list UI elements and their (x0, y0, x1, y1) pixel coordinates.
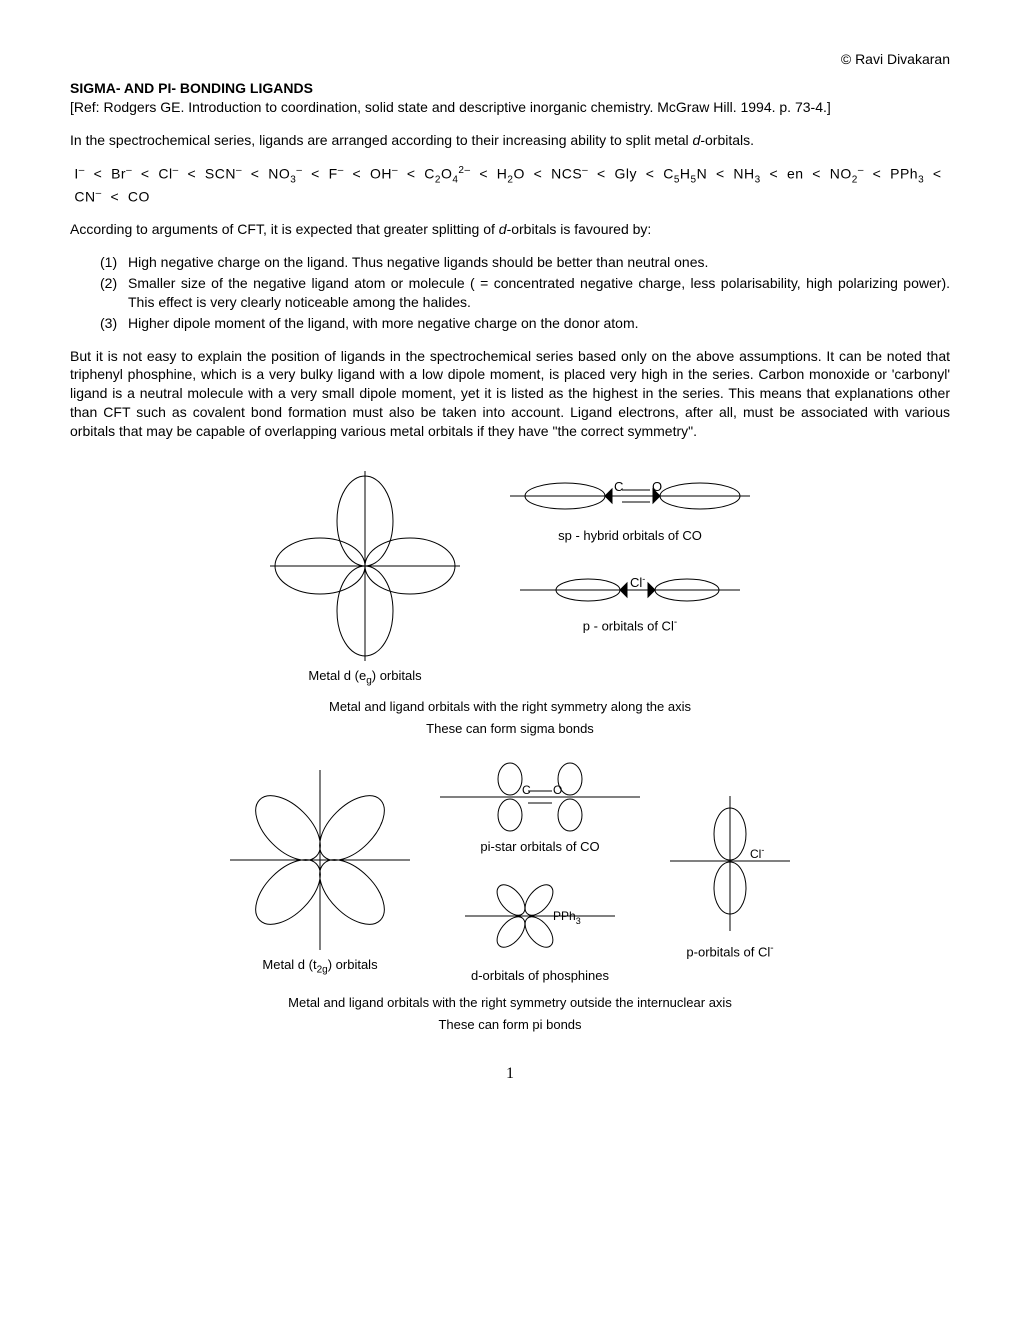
metal-t2g-orbital: Metal d (t2g) orbitals (230, 770, 410, 977)
pi-caption-2: These can form pi bonds (70, 1016, 950, 1034)
spectrochemical-series: I– < Br– < Cl– < SCN– < NO3– < F– < OH– … (70, 164, 950, 207)
metal-eg-orbital: Metal d (eg) orbitals (270, 471, 460, 688)
intro-text-c: -orbitals. (700, 132, 754, 148)
t2g-label: Metal d (t2g) orbitals (262, 956, 377, 977)
svg-text:PPh3: PPh3 (553, 909, 581, 926)
list-num: (1) (100, 253, 128, 272)
pi-middle-col: C O pi-star orbitals of CO PPh3 d-orbita… (440, 762, 640, 984)
cl-pi-label: p-orbitals of Cl- (686, 942, 773, 961)
O-label: O (652, 479, 662, 494)
cft-para: According to arguments of CFT, it is exp… (70, 220, 950, 239)
cl-p-label: p - orbitals of Cl- (583, 616, 677, 635)
intro-para: In the spectrochemical series, ligands a… (70, 131, 950, 150)
svg-text:O: O (553, 783, 562, 797)
co-sp-label: sp - hybrid orbitals of CO (558, 527, 702, 545)
list-num: (2) (100, 274, 128, 312)
figure-sigma: Metal d (eg) orbitals C O sp - hybri (70, 471, 950, 737)
copyright: © Ravi Divakaran (70, 50, 950, 69)
list-item: (3) Higher dipole moment of the ligand, … (100, 314, 950, 333)
cl-p-svg: Cl- (520, 570, 740, 610)
list-item: (2) Smaller size of the negative ligand … (100, 274, 950, 312)
svg-text:Cl-: Cl- (750, 845, 764, 861)
cl-pi-col: Cl- p-orbitals of Cl- (670, 786, 790, 961)
intro-text-a: In the spectrochemical series, ligands a… (70, 132, 693, 148)
list-text: Higher dipole moment of the ligand, with… (128, 314, 950, 333)
list-item: (1) High negative charge on the ligand. … (100, 253, 950, 272)
reference: [Ref: Rodgers GE. Introduction to coordi… (70, 98, 950, 117)
page-number: 1 (70, 1063, 950, 1085)
body-para: But it is not easy to explain the positi… (70, 347, 950, 441)
sigma-caption-1: Metal and ligand orbitals with the right… (70, 698, 950, 716)
co-pistar-label: pi-star orbitals of CO (480, 838, 599, 856)
cft-d: d (499, 221, 507, 237)
t2g-svg (230, 770, 410, 950)
cft-c: -orbitals is favoured by: (507, 221, 652, 237)
cl-pi-svg: Cl- (670, 786, 790, 936)
C-label: C (614, 479, 623, 494)
title: SIGMA- AND PI- BONDING LIGANDS (70, 79, 950, 98)
cft-a: According to arguments of CFT, it is exp… (70, 221, 499, 237)
sigma-caption-2: These can form sigma bonds (70, 720, 950, 738)
figure-pi: Metal d (t2g) orbitals C O pi-star (70, 762, 950, 1033)
eg-orbital-svg (270, 471, 460, 661)
eg-label: Metal d (eg) orbitals (308, 667, 421, 688)
cft-list: (1) High negative charge on the ligand. … (70, 253, 950, 333)
co-cl-sigma: C O sp - hybrid orbitals of CO Cl- p - o… (510, 471, 750, 634)
pi-caption-1: Metal and ligand orbitals with the right… (70, 994, 950, 1012)
list-text: High negative charge on the ligand. Thus… (128, 253, 950, 272)
list-num: (3) (100, 314, 128, 333)
svg-text:C: C (522, 783, 531, 797)
phosphine-svg: PPh3 (465, 871, 615, 961)
co-pistar-svg: C O (440, 762, 640, 832)
Cl-label: Cl- (630, 574, 645, 590)
co-sp-svg: C O (510, 471, 750, 521)
list-text: Smaller size of the negative ligand atom… (128, 274, 950, 312)
phosphine-label: d-orbitals of phosphines (471, 967, 609, 985)
